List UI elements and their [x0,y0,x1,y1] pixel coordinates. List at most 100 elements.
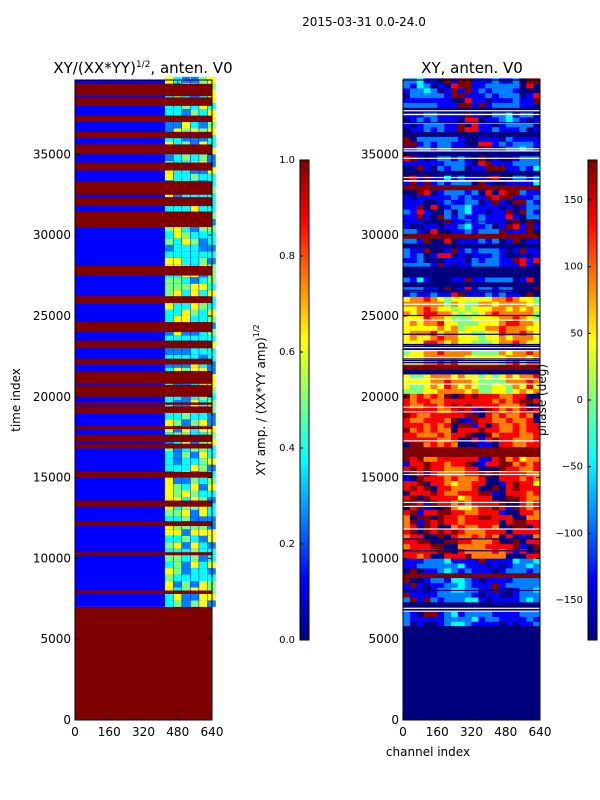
heatmap-cell [519,466,527,472]
heatmap-cell [403,490,411,496]
heatmap-cell [498,364,507,370]
heatmap-cell [533,267,541,273]
heatmap-cell [478,388,486,394]
heatmap-cell [464,315,472,322]
heatmap-cell [444,122,452,128]
heatmap-cell [533,383,541,389]
heatmap-cell [437,553,445,559]
heatmap-cell [471,136,479,142]
heatmap-cell [505,228,513,234]
heatmap-cell [519,509,527,516]
heatmap-cell [444,257,452,263]
heatmap-cell [498,378,507,385]
heatmap-cell [450,306,459,312]
heatmap-cell [457,165,465,171]
heatmap-cell [430,529,438,535]
heatmap-cell [409,412,417,419]
heatmap-cell [519,514,527,520]
heatmap-cell [492,558,500,564]
heatmap-cell [498,519,507,525]
heatmap-cell [416,437,424,443]
heatmap-cell [450,378,459,385]
heatmap-cell [444,606,452,613]
heatmap-cell [526,505,534,511]
heatmap-cell [526,616,534,622]
heatmap-cell [492,466,500,472]
heatmap-cell [512,78,520,84]
heatmap-cell [444,92,452,99]
heatmap-cell [423,524,431,530]
heatmap-cell [478,238,486,244]
heatmap-cell [478,282,486,288]
heatmap-cell [444,320,452,326]
heatmap-cell [450,461,459,467]
heatmap-cell [437,267,445,273]
heatmap-cell [423,160,431,166]
heatmap-cell [519,277,527,283]
heatmap-cell [457,262,465,268]
heatmap-cell [464,524,472,530]
heatmap-cell [457,311,465,317]
heatmap-cell [173,303,182,310]
heatmap-cell [182,451,191,459]
heatmap-cell [498,325,507,331]
heatmap-cell [409,456,417,462]
heatmap-cell [533,378,541,385]
heatmap-cell [464,432,472,438]
heatmap-cell [430,252,438,259]
heatmap-cell [423,243,431,249]
heatmap-cell [416,374,424,380]
heatmap-cell [416,78,424,84]
heatmap-cell [457,534,465,540]
heatmap-cell [430,189,438,196]
heatmap-cell [409,427,417,433]
heatmap-cell [519,291,527,297]
heatmap-cell [512,466,520,472]
heatmap-cell [450,451,459,457]
heatmap-cell [471,97,479,103]
heatmap-cell [416,340,424,346]
heatmap-cell [173,464,182,472]
heatmap-cell [464,374,472,380]
heatmap-cell [182,315,191,323]
heatmap-cell [182,484,191,491]
heatmap-cell [492,92,500,99]
heatmap-cell [492,611,500,617]
heatmap-cell [533,92,541,99]
heatmap-cell [519,78,527,84]
heatmap-cell [199,458,208,465]
heatmap-cell [457,432,465,438]
heatmap-cell [471,490,479,496]
heatmap-cell [471,475,479,482]
heatmap-cell [457,277,465,283]
heatmap-cell [437,330,445,336]
heatmap-cell [519,606,527,613]
heatmap-cell [199,225,208,232]
heatmap-cell [533,374,541,380]
heatmap-cell [444,461,452,467]
heatmap-cell [190,477,199,485]
heatmap-cell [505,335,513,341]
heatmap-cell [423,471,431,477]
heatmap-cell [457,131,465,137]
heatmap-cell [430,88,438,94]
heatmap-cell [533,151,541,157]
heatmap-cell [505,621,513,627]
heatmap-cell [512,480,520,486]
heatmap-cell [437,126,445,133]
heatmap-cell [519,180,527,186]
heatmap-cell [471,437,479,443]
heatmap-cell [512,83,520,89]
heatmap-cell [430,199,438,205]
heatmap-cell [464,228,472,234]
heatmap-cell [403,403,411,409]
heatmap-cell [173,367,182,375]
heatmap-cell [416,88,424,94]
heatmap-cell [190,154,199,161]
heatmap-cell [437,471,445,477]
heatmap-cell [457,495,465,501]
heatmap-cell [471,325,479,331]
heatmap-cell [505,451,513,457]
heatmap-cell [526,432,534,438]
heatmap-cell [492,315,500,322]
